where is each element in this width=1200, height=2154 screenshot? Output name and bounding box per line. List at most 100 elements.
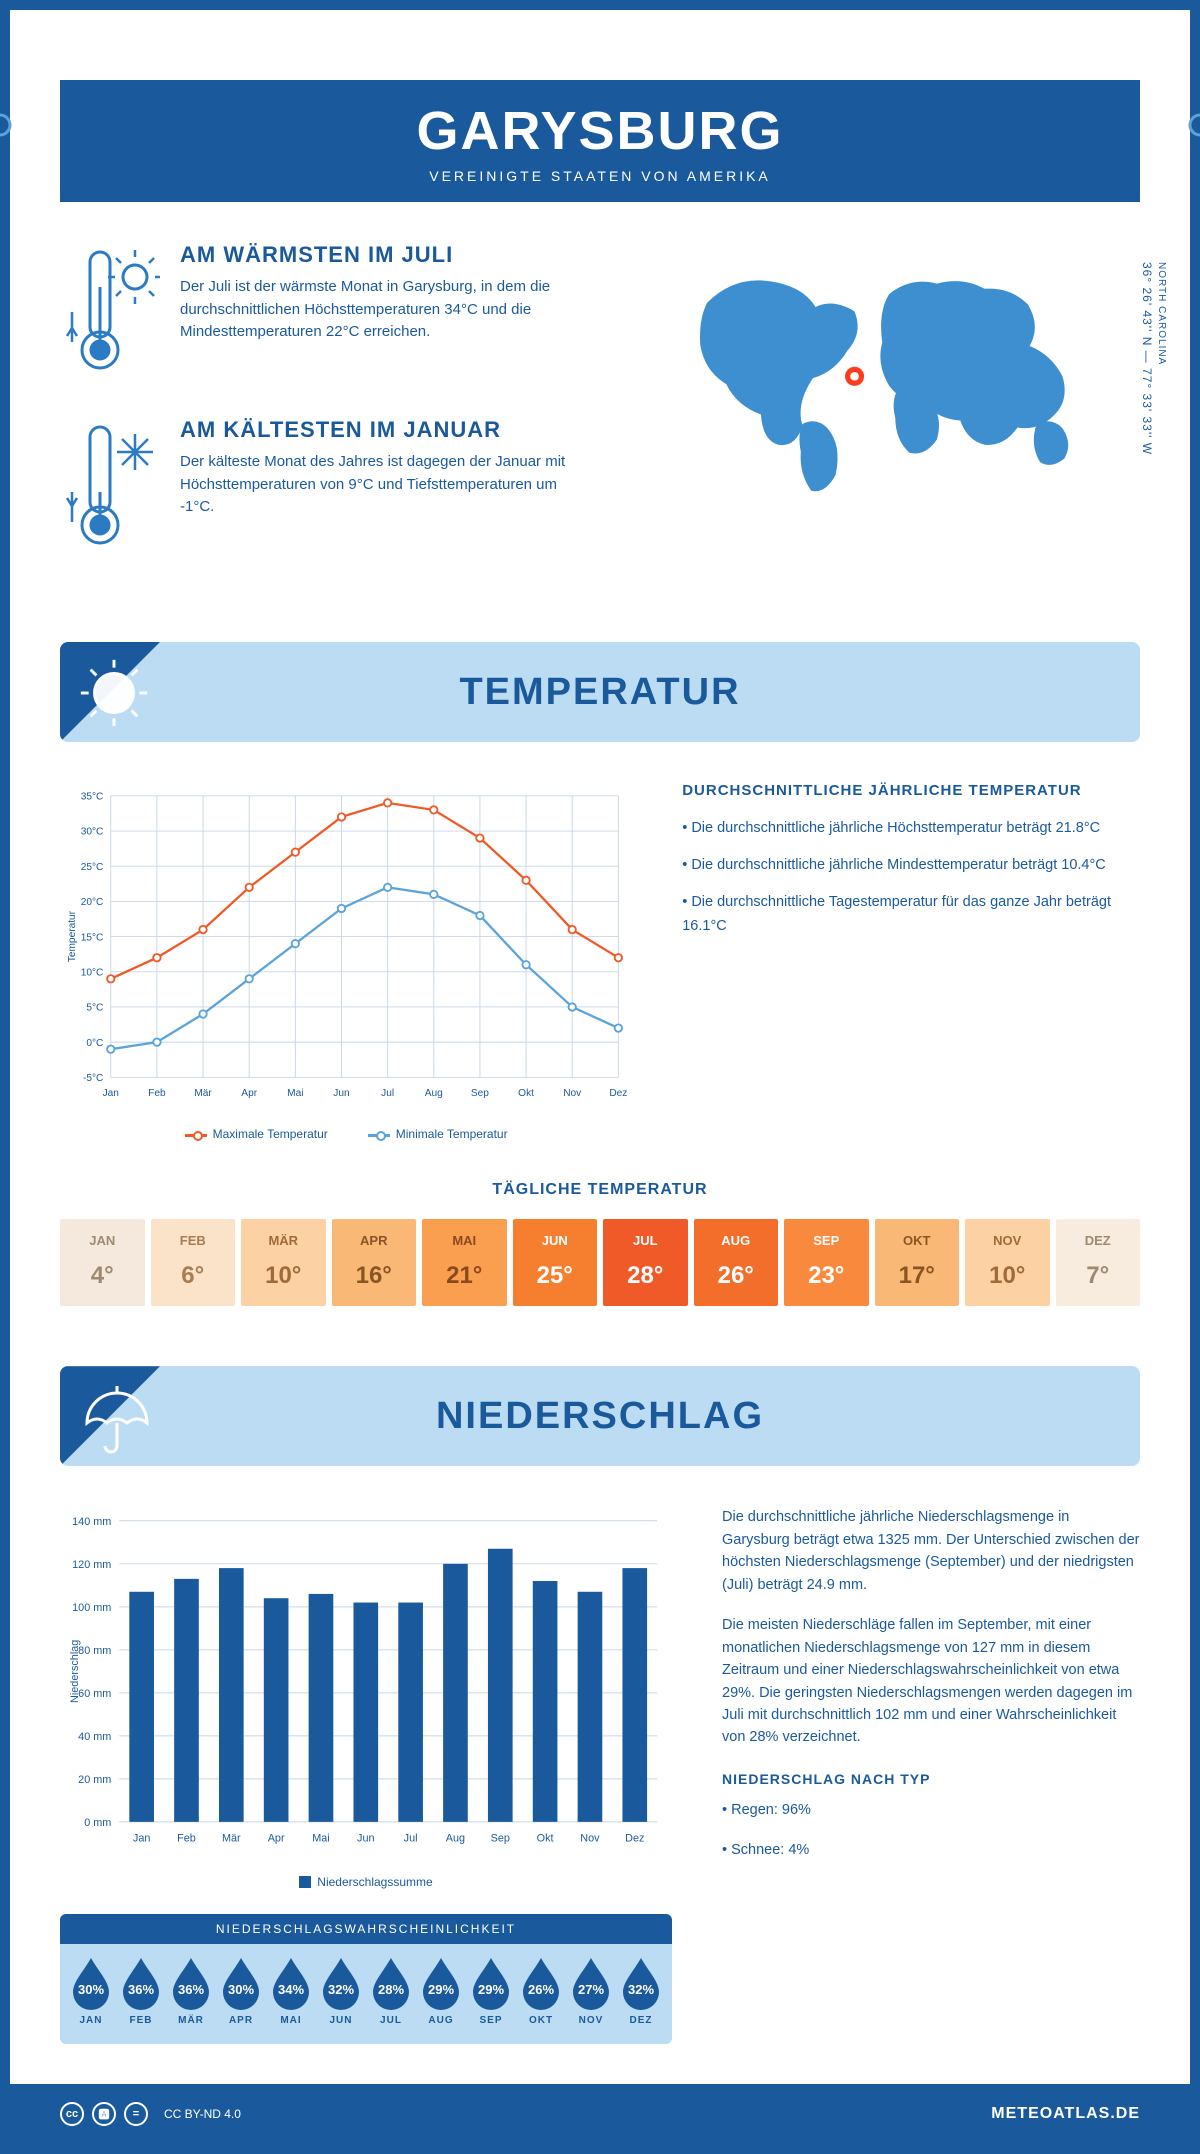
svg-text:Jul: Jul (404, 1833, 418, 1845)
heat-cell: MÄR10° (241, 1219, 326, 1306)
svg-text:Dez: Dez (609, 1088, 627, 1099)
header-band: GARYSBURG VEREINIGTE STAATEN VON AMERIKA (60, 80, 1140, 202)
warmest-title: AM WÄRMSTEN IM JULI (180, 242, 588, 268)
heat-cell: FEB6° (151, 1219, 236, 1306)
svg-text:Jun: Jun (333, 1088, 349, 1099)
temp-summary-title: DURCHSCHNITTLICHE JÄHRLICHE TEMPERATUR (682, 782, 1140, 799)
temperature-line-chart: -5°C0°C5°C10°C15°C20°C25°C30°C35°CJanFeb… (60, 782, 632, 1141)
thermometer-cold-icon (60, 417, 160, 562)
svg-text:Temperatur: Temperatur (67, 910, 78, 962)
svg-text:Nov: Nov (563, 1088, 582, 1099)
coordinates: NORTH CAROLINA 36° 26' 43'' N — 77° 33' … (1140, 262, 1168, 455)
svg-text:Feb: Feb (177, 1833, 196, 1845)
heat-cell: SEP23° (784, 1219, 869, 1306)
footer: cc 🅰 = CC BY-ND 4.0 METEOATLAS.DE (10, 2084, 1190, 2144)
probability-title: NIEDERSCHLAGSWAHRSCHEINLICHKEIT (60, 1914, 672, 1944)
svg-text:0°C: 0°C (86, 1038, 103, 1049)
svg-text:Jul: Jul (381, 1088, 394, 1099)
legend-precip: Niederschlagssumme (317, 1875, 432, 1889)
svg-text:25°C: 25°C (81, 862, 104, 873)
svg-text:30°C: 30°C (81, 827, 104, 838)
temperature-section-header: TEMPERATUR (60, 642, 1140, 742)
warmest-text: Der Juli ist der wärmste Monat in Garysb… (180, 276, 588, 344)
svg-text:Apr: Apr (241, 1088, 257, 1099)
nd-icon: = (124, 2102, 148, 2126)
svg-text:Mai: Mai (287, 1088, 303, 1099)
svg-text:0 mm: 0 mm (84, 1817, 111, 1829)
coords-value: 36° 26' 43'' N — 77° 33' 33'' W (1140, 262, 1154, 455)
svg-text:40 mm: 40 mm (78, 1731, 111, 1743)
legend-max: Maximale Temperatur (213, 1127, 328, 1141)
svg-text:10°C: 10°C (81, 967, 104, 978)
coldest-text: Der kälteste Monat des Jahres ist dagege… (180, 451, 588, 519)
precip-type-title: NIEDERSCHLAG NACH TYP (722, 1769, 1140, 1791)
precip-p1: Die durchschnittliche jährliche Niedersc… (722, 1506, 1140, 1596)
svg-text:Sep: Sep (471, 1088, 489, 1099)
svg-text:Feb: Feb (148, 1088, 166, 1099)
svg-text:-5°C: -5°C (83, 1073, 103, 1084)
svg-text:100 mm: 100 mm (72, 1602, 111, 1614)
svg-text:Sep: Sep (491, 1833, 510, 1845)
svg-text:140 mm: 140 mm (72, 1516, 111, 1528)
heat-cell: APR16° (332, 1219, 417, 1306)
svg-text:Jan: Jan (103, 1088, 119, 1099)
precipitation-summary: Die durchschnittliche jährliche Niedersc… (722, 1506, 1140, 2043)
temp-summary-b2: • Die durchschnittliche jährliche Mindes… (682, 854, 1140, 877)
license-block: cc 🅰 = CC BY-ND 4.0 (60, 2102, 241, 2126)
daily-temp-title: TÄGLICHE TEMPERATUR (60, 1181, 1140, 1199)
svg-text:60 mm: 60 mm (78, 1688, 111, 1700)
svg-text:Aug: Aug (446, 1833, 465, 1845)
svg-text:120 mm: 120 mm (72, 1559, 111, 1571)
precip-rain: • Regen: 96% (722, 1799, 1140, 1821)
brand-name: METEOATLAS.DE (991, 2105, 1140, 2123)
svg-text:Jan: Jan (133, 1833, 150, 1845)
daily-temp-heatmap: JAN4°FEB6°MÄR10°APR16°MAI21°JUN25°JUL28°… (60, 1219, 1140, 1306)
precipitation-bar-chart: 0 mm20 mm40 mm60 mm80 mm100 mm120 mm140 … (60, 1506, 672, 1888)
probability-drop: 29%AUG (416, 1956, 466, 2026)
probability-drop: 32%JUN (316, 1956, 366, 2026)
svg-text:35°C: 35°C (81, 792, 104, 803)
svg-text:5°C: 5°C (86, 1003, 103, 1014)
probability-box: NIEDERSCHLAGSWAHRSCHEINLICHKEIT 30%JAN36… (60, 1914, 672, 2044)
svg-text:Dez: Dez (625, 1833, 644, 1845)
by-icon: 🅰 (92, 2102, 116, 2126)
heat-cell: OKT17° (875, 1219, 960, 1306)
temp-summary-b1: • Die durchschnittliche jährliche Höchst… (682, 817, 1140, 840)
svg-text:Jun: Jun (357, 1833, 374, 1845)
svg-text:15°C: 15°C (81, 932, 104, 943)
warmest-block: AM WÄRMSTEN IM JULI Der Juli ist der wär… (60, 242, 588, 387)
temp-legend: Maximale Temperatur Minimale Temperatur (60, 1127, 632, 1141)
country-subtitle: VEREINIGTE STAATEN VON AMERIKA (60, 168, 1140, 184)
probability-drop: 36%FEB (116, 1956, 166, 2026)
svg-text:Nov: Nov (580, 1833, 600, 1845)
probability-drop: 30%APR (216, 1956, 266, 2026)
world-map (638, 242, 1140, 502)
precipitation-section-header: NIEDERSCHLAG (60, 1366, 1140, 1466)
coldest-block: AM KÄLTESTEN IM JANUAR Der kälteste Mona… (60, 417, 588, 562)
probability-drop: 30%JAN (66, 1956, 116, 2026)
svg-text:Mär: Mär (194, 1088, 212, 1099)
coldest-title: AM KÄLTESTEN IM JANUAR (180, 417, 588, 443)
wind-icon (0, 70, 30, 150)
svg-text:Niederschlag: Niederschlag (69, 1640, 81, 1703)
city-title: GARYSBURG (60, 100, 1140, 162)
svg-text:Aug: Aug (425, 1088, 443, 1099)
probability-drop: 36%MÄR (166, 1956, 216, 2026)
heat-cell: DEZ7° (1056, 1219, 1141, 1306)
sun-icon (75, 654, 153, 732)
intro-row: AM WÄRMSTEN IM JULI Der Juli ist der wär… (60, 242, 1140, 592)
map-marker-icon (845, 367, 864, 386)
probability-drop: 32%DEZ (616, 1956, 666, 2026)
cc-icon: cc (60, 2102, 84, 2126)
heat-cell: AUG26° (694, 1219, 779, 1306)
svg-text:Okt: Okt (518, 1088, 534, 1099)
svg-text:80 mm: 80 mm (78, 1645, 111, 1657)
precip-p2: Die meisten Niederschläge fallen im Sept… (722, 1614, 1140, 1749)
svg-text:Apr: Apr (268, 1833, 285, 1845)
probability-drop: 29%SEP (466, 1956, 516, 2026)
precipitation-title: NIEDERSCHLAG (180, 1395, 1140, 1438)
page: GARYSBURG VEREINIGTE STAATEN VON AMERIKA… (0, 0, 1200, 2154)
temp-summary-b3: • Die durchschnittliche Tagestemperatur … (682, 891, 1140, 937)
svg-text:Okt: Okt (537, 1833, 554, 1845)
license-text: CC BY-ND 4.0 (164, 2107, 241, 2121)
